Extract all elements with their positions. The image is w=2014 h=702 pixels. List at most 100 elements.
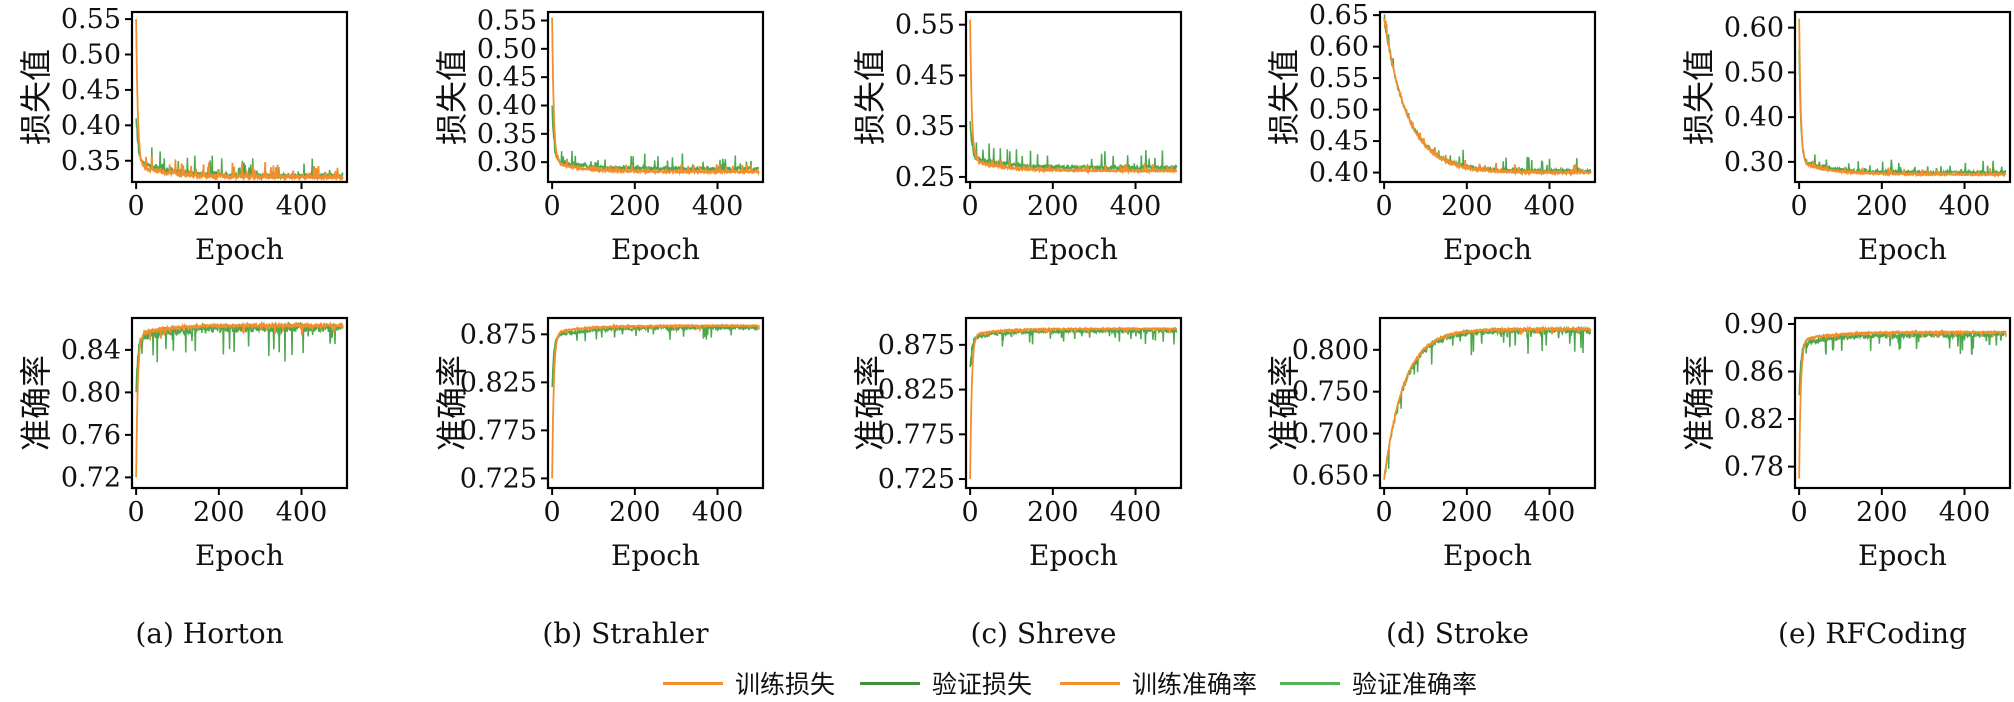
y-tick-label: 0.72 [61,462,121,493]
y-axis-label: 损失值 [1680,49,1718,145]
x-axis-label: Epoch [1858,233,1947,266]
subplot-2-acc: 0.725 0.775 0.825 0.875 0 200 400 Epoch 准确率 [433,316,765,572]
y-tick-label: 0.60 [1309,32,1369,63]
y-tick-label: 0.775 [460,415,537,446]
y-tick-label: 0.35 [61,146,121,177]
y-tick-label: 0.650 [1292,460,1369,491]
y-tick-label: 0.55 [895,10,955,41]
y-tick-label: 0.82 [1724,404,1784,435]
x-tick-label: 0 [544,191,561,222]
plot-frame [546,10,765,184]
x-tick-label: 200 [1441,497,1493,528]
x-axis-label: Epoch [195,233,284,266]
series-line-train-loss-4 [1383,18,1592,177]
x-tick-label: 0 [128,191,145,222]
x-tick-label: 400 [1939,497,1991,528]
legend-label-train-acc: 训练准确率 [1132,670,1258,699]
y-tick-label: 0.86 [1724,356,1784,387]
x-tick-label: 200 [1027,191,1079,222]
y-tick-label: 0.25 [895,162,955,193]
y-axis-label: 损失值 [17,49,55,145]
y-tick-label: 0.55 [477,6,537,37]
y-tick-label: 0.50 [61,40,121,71]
x-tick-label: 400 [1110,497,1162,528]
subplot-caption-1: (a) Horton [135,617,283,650]
x-tick-label: 200 [609,191,661,222]
y-tick-label: 0.40 [1309,158,1369,189]
y-tick-label: 0.50 [1724,57,1784,88]
x-tick-label: 400 [692,497,744,528]
series-line-train-loss-1 [135,19,344,182]
y-tick-label: 0.875 [878,330,955,361]
y-tick-label: 0.55 [61,4,121,35]
series-line-val-loss-1 [135,118,344,181]
x-tick-label: 400 [276,191,328,222]
x-axis-label: Epoch [1029,233,1118,266]
y-tick-label: 0.725 [460,463,537,494]
y-axis-label: 准确率 [851,355,889,451]
x-tick-label: 200 [193,191,245,222]
y-tick-label: 0.45 [895,60,955,91]
subplot-1-acc: 0.72 0.76 0.80 0.84 0 200 400 Epoch 准确率 [17,316,349,572]
subplot-3-loss: 0.25 0.35 0.45 0.55 0 200 400 Epoch 损失值 [851,10,1183,266]
y-axis-label: 损失值 [433,49,471,145]
y-tick-label: 0.50 [1309,95,1369,126]
x-tick-label: 200 [1856,497,1908,528]
x-tick-label: 0 [962,497,979,528]
x-tick-label: 200 [1027,497,1079,528]
subplot-4-acc: 0.650 0.700 0.750 0.800 0 200 400 Epoch 准确率 [1265,316,1597,572]
plot-frame [1378,316,1597,490]
legend: 训练损失 验证损失 训练准确率 验证准确率 [0,668,2014,699]
x-tick-label: 400 [1939,191,1991,222]
plot-frame [1378,10,1597,184]
subplot-4-loss: 0.400.450.500.550.600.65 0 200 400 Epoch 损失值 [1265,0,1597,266]
series-line-val-acc-3 [969,325,1178,368]
y-tick-label: 0.35 [477,119,537,150]
x-tick-label: 0 [1791,191,1808,222]
y-tick-label: 0.30 [1724,147,1784,178]
series-line-val-acc-4 [1383,325,1592,480]
x-axis-label: Epoch [1443,233,1532,266]
series-line-val-loss-2 [551,105,760,174]
legend-swatch-train-acc [1060,681,1120,685]
series-line-val-acc-2 [551,323,760,388]
y-tick-label: 0.40 [1724,102,1784,133]
legend-item-train-acc: 训练准确率 [1060,668,1258,699]
subplot-5-acc: 0.78 0.82 0.86 0.90 0 200 400 Epoch 准确率 [1680,309,2012,572]
y-axis-label: 损失值 [851,49,889,145]
y-axis-label: 准确率 [17,355,55,451]
series-line-train-acc-5 [1798,328,2007,479]
x-axis-label: Epoch [1443,539,1532,572]
legend-item-train-loss: 训练损失 [663,668,835,699]
x-tick-label: 400 [1110,191,1162,222]
legend-label-val-loss: 验证损失 [932,670,1033,699]
plot-frame [130,10,349,184]
x-axis-label: Epoch [1858,539,1947,572]
subplot-5-loss: 0.30 0.40 0.50 0.60 0 200 400 Epoch 损失值 [1680,10,2012,266]
y-tick-label: 0.750 [1292,377,1369,408]
y-tick-label: 0.45 [477,62,537,93]
plot-frame [964,10,1183,184]
series-line-val-loss-4 [1383,14,1592,176]
x-tick-label: 400 [1524,191,1576,222]
series-line-train-acc-2 [551,322,760,479]
series-line-train-loss-3 [969,19,1178,176]
x-tick-label: 200 [609,497,661,528]
subplot-3-acc: 0.725 0.775 0.825 0.875 0 200 400 Epoch 准确率 [851,316,1183,572]
y-tick-label: 0.60 [1724,13,1784,44]
legend-swatch-val-loss [860,681,920,685]
x-tick-label: 0 [962,191,979,222]
series-line-train-loss-5 [1798,18,2007,179]
x-tick-label: 400 [692,191,744,222]
subplot-caption-3: (c) Shreve [971,617,1117,650]
x-axis-label: Epoch [1029,539,1118,572]
y-tick-label: 0.80 [61,377,121,408]
y-tick-label: 0.55 [1309,63,1369,94]
legend-label-val-acc: 验证准确率 [1352,670,1478,699]
y-tick-label: 0.775 [878,419,955,450]
y-tick-label: 0.40 [477,91,537,122]
subplot-caption-5: (e) RFCoding [1778,617,1967,650]
y-tick-label: 0.78 [1724,452,1784,483]
y-tick-label: 0.65 [1309,0,1369,31]
series-line-val-loss-5 [1798,50,2007,177]
